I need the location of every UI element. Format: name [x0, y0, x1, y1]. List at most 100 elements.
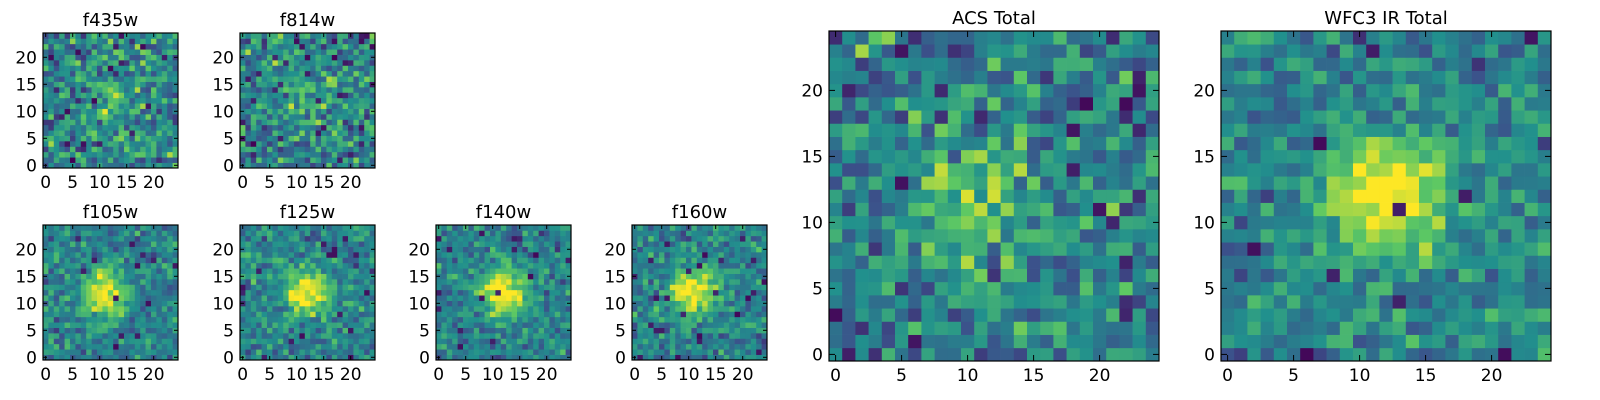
heatmap-cell [495, 311, 502, 318]
heatmap-cell [538, 279, 545, 285]
heatmap-cell [1366, 242, 1380, 256]
heatmap-cell [240, 103, 246, 109]
heatmap-cell [86, 300, 92, 307]
heatmap-cell [1524, 189, 1539, 203]
heatmap-cell [1273, 163, 1288, 177]
heatmap-cell [632, 241, 638, 247]
heatmap-cell [129, 235, 136, 242]
heatmap-cell [829, 176, 843, 190]
heatmap-cell [53, 146, 60, 153]
heatmap-cell [102, 65, 109, 72]
heatmap-cell [43, 97, 49, 104]
heatmap-cell [1260, 347, 1275, 362]
heatmap-cell [156, 38, 163, 45]
heatmap-cell [342, 54, 349, 61]
heatmap-cell [358, 279, 365, 285]
heatmap-cell [80, 103, 87, 109]
heatmap-cell [881, 242, 896, 256]
heatmap-cell [756, 284, 762, 291]
heatmap-cell [167, 65, 173, 72]
heatmap-cell [145, 108, 152, 115]
heatmap-cell [358, 87, 365, 93]
heatmap-cell [172, 49, 179, 55]
heatmap-cell [675, 235, 681, 242]
axes-frame [828, 30, 1160, 362]
heatmap-cell [1339, 268, 1354, 283]
heatmap-cell [161, 306, 168, 312]
heatmap-cell [102, 246, 109, 253]
heatmap-cell [908, 123, 922, 137]
heatmap-cell [342, 151, 349, 158]
heatmap-cell [696, 311, 703, 318]
heatmap-cell [161, 38, 168, 45]
heatmap-cell [669, 262, 676, 269]
heatmap-cell [277, 97, 284, 104]
y-tick-label: 20 [212, 48, 234, 68]
heatmap-cell [358, 135, 365, 142]
heatmap-cell [134, 273, 141, 280]
heatmap-cell [129, 135, 136, 142]
heatmap-cell [1145, 281, 1160, 296]
heatmap-cell [1145, 242, 1160, 256]
heatmap-cell [473, 235, 480, 242]
heatmap-cell [80, 92, 87, 99]
y-tick-label: 0 [26, 156, 37, 176]
heatmap-cell [1093, 163, 1107, 177]
heatmap-cell [495, 322, 502, 328]
heatmap-cell [129, 130, 136, 136]
heatmap-cell [554, 246, 561, 253]
heatmap-cell [337, 49, 343, 55]
heatmap-cell [1326, 255, 1341, 269]
heatmap-cell [1234, 215, 1248, 230]
heatmap-cell [895, 308, 909, 322]
heatmap-cell [59, 49, 65, 55]
heatmap-cell [277, 306, 284, 312]
heatmap-cell [1445, 255, 1459, 269]
heatmap-cell [908, 321, 922, 335]
heatmap-cell [331, 343, 338, 350]
heatmap-cell [118, 295, 125, 301]
heatmap-cell [261, 92, 268, 99]
heatmap-cell [167, 241, 173, 247]
heatmap-cell [707, 349, 714, 355]
heatmap-cell [500, 252, 507, 258]
heatmap-cell [446, 246, 453, 253]
heatmap-cell [43, 114, 49, 120]
heatmap-cell [881, 163, 896, 177]
heatmap-cell [342, 257, 349, 264]
heatmap-cell [463, 349, 469, 355]
heatmap-cell [473, 300, 480, 307]
heatmap-cell [842, 242, 856, 256]
heatmap-cell [479, 235, 485, 242]
heatmap-cell [1353, 347, 1367, 362]
heatmap-cell [517, 279, 523, 285]
heatmap-cell [167, 273, 173, 280]
heatmap-cell [441, 311, 448, 318]
heatmap-cell [304, 316, 311, 323]
heatmap-cell [353, 273, 360, 280]
heatmap-cell [358, 146, 365, 153]
heatmap-cell [1027, 57, 1041, 71]
heatmap-cell [140, 241, 146, 247]
heatmap-cell [113, 70, 119, 77]
heatmap-cell [632, 333, 638, 339]
heatmap-cell [337, 300, 343, 307]
heatmap-cell [560, 225, 566, 231]
heatmap-cell [653, 354, 660, 361]
heatmap-cell [659, 327, 665, 334]
heatmap-cell [1093, 176, 1107, 190]
heatmap-cell [342, 103, 349, 109]
heatmap-cell [369, 268, 376, 274]
heatmap-cell [1000, 44, 1015, 58]
heatmap-cell [560, 338, 566, 345]
heatmap-cell [549, 230, 556, 237]
heatmap-cell [277, 43, 284, 50]
heatmap-cell [129, 65, 136, 72]
heatmap-cell [107, 81, 114, 88]
heatmap-cell [1132, 308, 1147, 322]
heatmap-cell [161, 54, 168, 61]
heatmap-cell [364, 354, 370, 361]
heatmap-cell [637, 230, 644, 237]
heatmap-cell [740, 230, 746, 237]
